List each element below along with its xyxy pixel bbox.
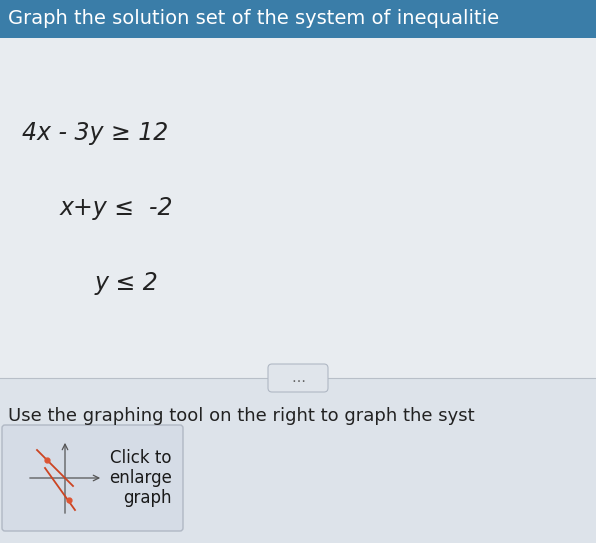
Text: Use the graphing tool on the right to graph the syst: Use the graphing tool on the right to gr… (8, 407, 474, 425)
Text: enlarge: enlarge (109, 469, 172, 487)
FancyBboxPatch shape (268, 364, 328, 392)
Text: Click to: Click to (110, 449, 172, 467)
Text: x+y ≤  -2: x+y ≤ -2 (60, 196, 173, 220)
Text: Graph the solution set of the system of inequalitie: Graph the solution set of the system of … (8, 9, 499, 28)
Text: y ≤ 2: y ≤ 2 (95, 271, 159, 295)
FancyBboxPatch shape (0, 38, 596, 378)
FancyBboxPatch shape (2, 425, 183, 531)
Text: …: … (291, 371, 305, 385)
Text: graph: graph (123, 489, 172, 507)
FancyBboxPatch shape (0, 0, 596, 38)
Text: 4x - 3y ≥ 12: 4x - 3y ≥ 12 (22, 121, 168, 145)
